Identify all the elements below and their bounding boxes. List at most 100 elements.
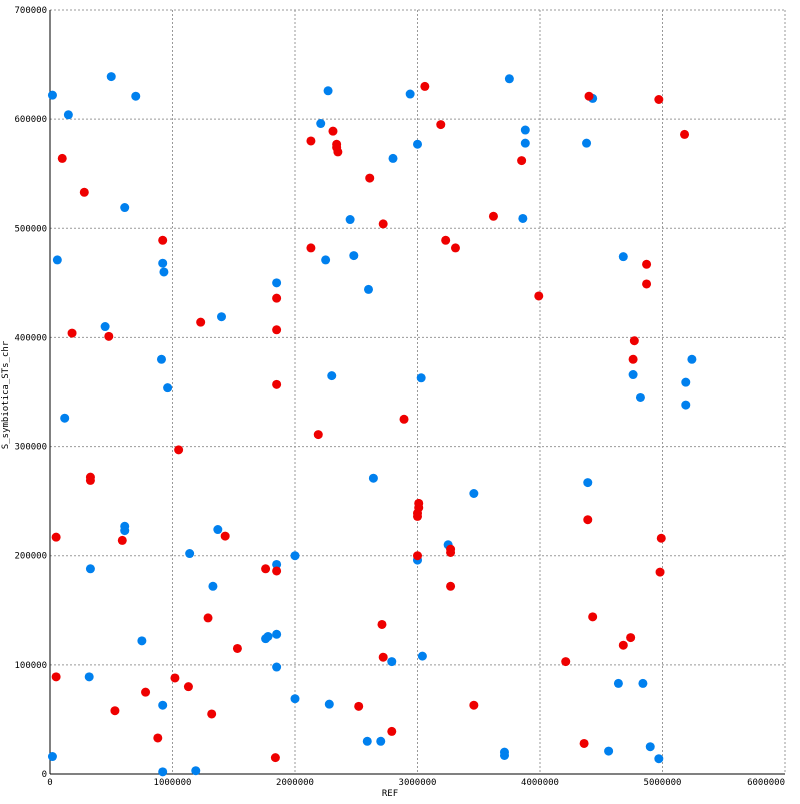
data-point-series-0	[324, 699, 334, 709]
y-tick-label: 700000	[14, 6, 47, 16]
data-point-series-0	[368, 473, 378, 483]
data-point-series-0	[376, 736, 386, 746]
data-point-series-1	[642, 279, 652, 289]
data-point-series-0	[272, 559, 282, 569]
data-point-series-0	[638, 678, 648, 688]
data-point-series-1	[183, 682, 193, 692]
data-point-series-0	[387, 657, 397, 667]
data-point-series-1	[272, 293, 282, 303]
data-point-series-0	[520, 125, 530, 135]
data-point-series-0	[47, 752, 57, 762]
data-point-series-1	[232, 643, 242, 653]
data-point-series-1	[413, 551, 422, 561]
data-point-series-1	[174, 445, 184, 455]
data-point-series-0	[349, 251, 359, 261]
data-point-series-0	[316, 119, 326, 129]
data-point-series-1	[141, 687, 151, 697]
data-point-series-1	[517, 156, 527, 166]
y-tick-label: 500000	[14, 224, 47, 234]
data-point-series-1	[272, 379, 282, 389]
data-point-series-0	[654, 754, 664, 764]
x-tick-label: 1000000	[154, 778, 192, 788]
data-point-series-0	[518, 213, 528, 223]
data-point-series-1	[333, 147, 343, 157]
data-point-series-0	[272, 629, 282, 639]
data-point-series-1	[85, 475, 95, 485]
x-axis-label: REF	[382, 789, 398, 799]
data-point-series-1	[272, 325, 282, 335]
data-point-series-1	[306, 136, 316, 146]
data-point-series-1	[680, 129, 690, 139]
x-tick-label: 6000000	[747, 778, 785, 788]
data-point-series-0	[469, 489, 479, 499]
data-point-series-1	[272, 566, 282, 576]
data-point-series-1	[654, 94, 664, 104]
data-point-series-1	[261, 564, 271, 574]
data-point-series-0	[158, 767, 168, 777]
data-point-series-1	[67, 328, 77, 338]
data-point-series-0	[681, 400, 691, 410]
data-point-series-0	[618, 252, 628, 262]
x-tick-label: 4000000	[521, 778, 559, 788]
data-point-series-1	[561, 657, 571, 667]
data-point-series-1	[534, 291, 544, 301]
data-point-series-1	[203, 613, 213, 623]
grid-layer	[49, 9, 786, 775]
y-tick-label: 400000	[14, 333, 47, 343]
data-point-series-0	[120, 203, 130, 213]
data-point-series-1	[450, 243, 460, 253]
data-point-series-1	[220, 531, 230, 541]
data-point-series-0	[213, 525, 223, 535]
y-tick-label: 300000	[14, 443, 47, 453]
data-point-series-0	[137, 636, 147, 646]
data-point-series-1	[420, 81, 430, 91]
data-point-series-0	[156, 354, 166, 364]
data-point-series-0	[158, 258, 168, 268]
data-point-series-0	[687, 354, 697, 364]
data-point-series-0	[290, 551, 300, 561]
data-point-series-0	[362, 736, 372, 746]
data-point-series-1	[642, 259, 652, 269]
data-point-series-1	[270, 753, 280, 763]
data-point-series-1	[618, 640, 628, 650]
data-point-series-0	[272, 278, 282, 288]
y-tick-label: 600000	[14, 115, 47, 125]
data-point-series-0	[520, 138, 530, 148]
data-point-series-1	[655, 567, 665, 577]
data-point-series-1	[387, 726, 397, 736]
x-tick-label: 5000000	[644, 778, 682, 788]
data-point-series-1	[378, 652, 388, 662]
data-point-series-1	[629, 336, 639, 346]
data-point-series-0	[208, 581, 218, 591]
data-point-series-1	[158, 235, 168, 245]
data-point-series-0	[84, 672, 94, 682]
data-point-series-1	[104, 331, 114, 341]
data-point-series-0	[364, 284, 373, 294]
data-point-series-0	[100, 322, 110, 332]
data-point-series-1	[117, 535, 127, 545]
data-point-series-0	[681, 377, 691, 387]
data-point-series-0	[263, 631, 273, 641]
data-point-series-1	[57, 153, 67, 163]
data-point-series-0	[217, 312, 226, 322]
data-point-series-0	[416, 373, 426, 383]
data-point-series-0	[582, 138, 592, 148]
data-point-series-1	[207, 709, 217, 719]
data-point-series-1	[365, 173, 375, 183]
data-point-series-1	[488, 211, 498, 221]
data-point-series-1	[436, 120, 446, 130]
data-point-series-1	[399, 414, 409, 424]
data-point-series-0	[158, 700, 168, 710]
data-point-series-0	[321, 255, 331, 265]
data-point-series-0	[413, 139, 422, 149]
data-point-series-1	[656, 533, 666, 543]
data-point-series-0	[120, 526, 130, 536]
data-point-series-0	[345, 215, 355, 225]
data-point-series-1	[441, 235, 451, 245]
data-point-series-0	[131, 91, 141, 101]
x-tick-label: 3000000	[399, 778, 437, 788]
data-point-series-0	[63, 110, 73, 120]
data-point-series-0	[613, 678, 623, 688]
